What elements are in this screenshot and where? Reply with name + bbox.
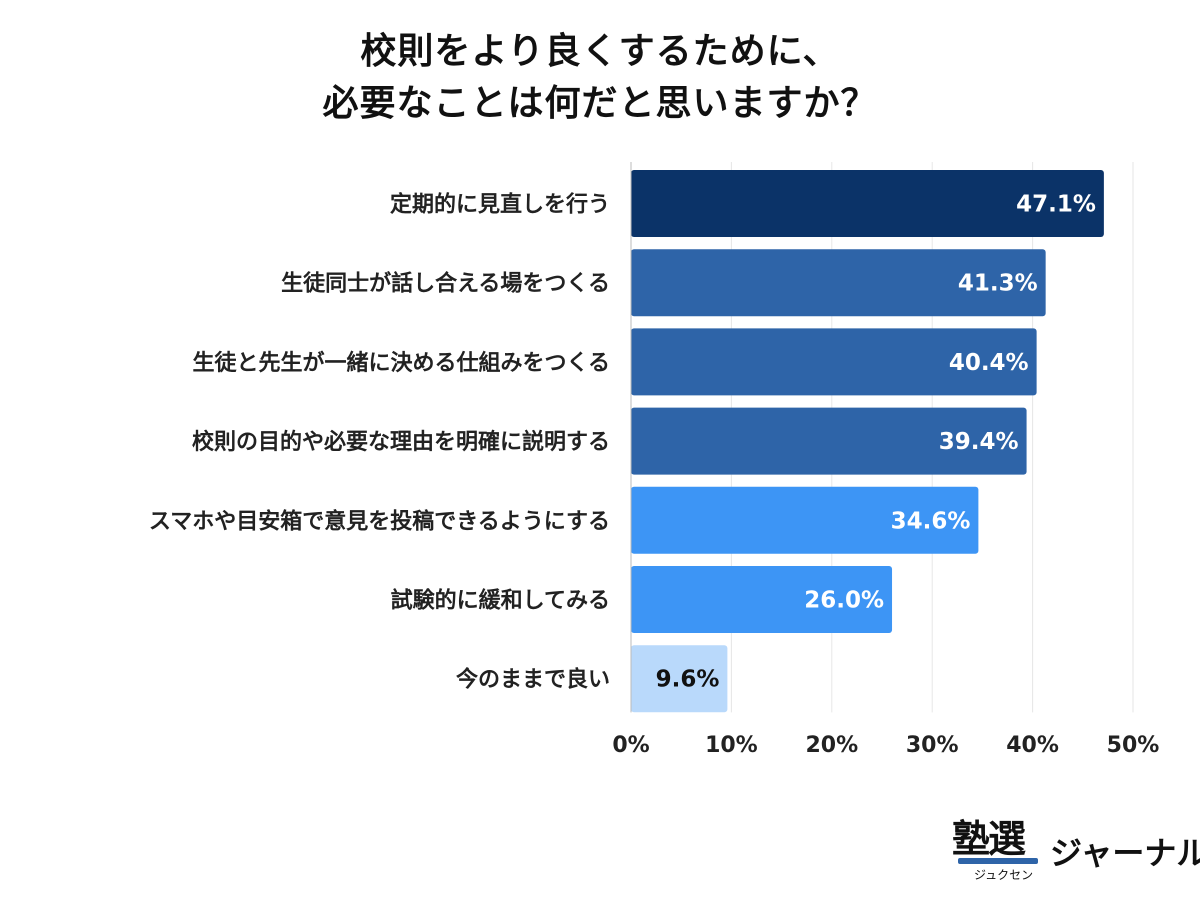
data-label: 47.1% [1016,192,1096,218]
data-label: 39.4% [939,429,1019,455]
data-label: 34.6% [891,508,971,534]
chart-title-line-2: 必要なことは何だと思いますか？ [322,83,878,124]
bar [631,249,1046,317]
x-tick-label: 20% [805,733,858,758]
x-tick-label: 30% [906,733,959,758]
x-tick-label: 40% [1006,733,1059,758]
logo-pencil-bar [958,858,1038,864]
chart-title-line-1: 校則をより良くするために、 [360,31,840,72]
bar [631,645,728,713]
data-label: 26.0% [804,588,884,614]
bar [631,407,1027,475]
category-label: 校則の目的や必要な理由を明確に説明する [192,429,610,455]
category-label: 定期的に見直しを行う [390,192,610,218]
data-label: 40.4% [949,350,1029,376]
category-label: 生徒と先生が一緒に決める仕組みをつくる [192,350,610,376]
logo-main-text: 塾選 [952,817,1026,861]
category-label: 生徒同士が話し合える場をつくる [281,271,610,297]
x-tick-label: 50% [1107,733,1160,758]
x-tick-label: 0% [612,733,649,758]
category-label: 試験的に緩和してみる [391,588,610,614]
data-label: 9.6% [656,667,720,693]
bar [631,328,1037,396]
bar [631,170,1104,237]
category-label: スマホや目安箱で意見を投稿できるようにする [149,508,610,534]
data-label: 41.3% [958,271,1038,297]
bar [631,566,893,633]
x-tick-label: 10% [705,733,758,758]
bar [631,486,979,554]
category-label: 今のままで良い [456,667,610,693]
logo-side-text: ジャーナル [1050,834,1200,872]
logo-sub-text: ジュクセン [974,868,1034,882]
